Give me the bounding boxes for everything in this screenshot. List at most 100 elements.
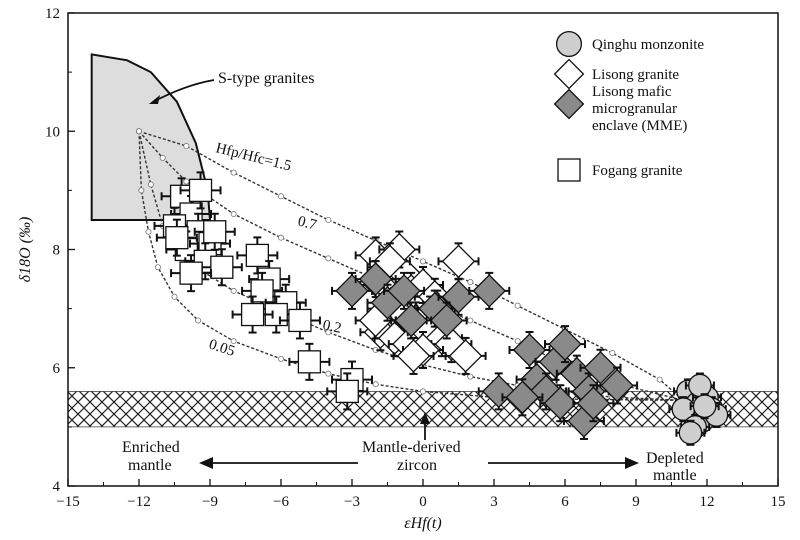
depleted-arrowhead [625, 457, 639, 469]
mixing-curve-node [154, 264, 161, 271]
y-tick-label: 12 [45, 6, 60, 22]
mixing-curve-node [277, 234, 284, 241]
data-points [153, 171, 732, 446]
mixing-curve-node [195, 317, 202, 324]
fogang-granite-point [179, 261, 203, 285]
x-tick-label: 15 [771, 494, 786, 510]
mixing-curve [138, 131, 684, 401]
annotations: S-type granites Enriched mantle Mantle-d… [122, 70, 704, 484]
curve-label-0-05: 0.05 [207, 337, 237, 360]
lisong-granite-point [396, 339, 431, 373]
legend-label-lisong-mafic-microgranular-enclave-mme-: microgranular [592, 101, 677, 117]
s-type-arrowhead [149, 95, 160, 104]
mixing-curve-node [171, 293, 178, 300]
lisong-mme-point [387, 274, 421, 308]
curve-label-0-7: 0.7 [296, 213, 319, 233]
axis-ticks: −15 −12 −9 −6 −3 0 3 6 9 12 15 4 6 8 10 12 [45, 6, 786, 510]
x-tick-label: 3 [490, 494, 498, 510]
lisong-mme-point [583, 350, 618, 385]
lisong-mme-point [335, 274, 369, 308]
mixing-curve-node [419, 388, 426, 395]
x-tick-label: −9 [202, 494, 218, 510]
lisong-granite-point [441, 244, 476, 279]
annotation-mantle-zircon-2: zircon [397, 457, 437, 474]
lisong-mme-point [472, 274, 507, 308]
qinghu-monzonite-point [692, 394, 717, 418]
x-tick-label: 12 [700, 494, 715, 510]
x-axis-title: εHf(t) [404, 515, 441, 532]
mixing-curve-node [656, 376, 663, 383]
lisong-granite-point [448, 339, 483, 373]
mixing-curve-node [609, 349, 616, 356]
legend-label-lisong-granite: Lisong granite [592, 67, 679, 83]
x-tick-label: 6 [561, 494, 569, 510]
annotation-enriched-2: mantle [128, 457, 172, 474]
mixing-curve-node [147, 181, 154, 188]
legend-marker-lisong-mafic-microgranular-enclave-mme- [553, 88, 585, 120]
mixing-curve-node [230, 211, 237, 218]
lisong-mme-point [505, 380, 540, 415]
mixing-curve-node [277, 193, 284, 200]
x-tick-label: −15 [56, 494, 79, 510]
fogang-granite-point [188, 178, 213, 203]
legend-label-fogang-granite: Fogang granite [592, 163, 683, 179]
enriched-arrowhead [199, 457, 213, 469]
mixing-curve-node [419, 258, 426, 265]
mixing-curve-node [467, 317, 474, 324]
y-axis-title: δ18O (‰) [17, 217, 34, 283]
curve-label-1-5: Hfp/Hfc=1.5 [214, 140, 293, 174]
mixing-curve-node [135, 128, 142, 135]
curve-label-0-2: 0.2 [321, 317, 343, 337]
lisong-mme-point [576, 386, 611, 420]
x-tick-label: −12 [127, 494, 150, 510]
fogang-granite-point [203, 220, 227, 244]
annotation-mantle-zircon-1: Mantle-derived [362, 439, 461, 456]
legend-marker-lisong-granite [553, 58, 585, 90]
x-tick-label: −3 [344, 494, 360, 510]
mixing-curve-node [145, 228, 152, 235]
legend-marker-qinghu-monzonite [555, 30, 583, 58]
legend-label-qinghu-monzonite: Qinghu monzonite [592, 37, 704, 53]
mixing-curve-node [159, 154, 166, 161]
mixing-curve-node [514, 302, 521, 309]
mixing-curve-node [230, 338, 237, 345]
annotation-s-type: S-type granites [218, 70, 314, 87]
mixing-curve-node [325, 255, 332, 262]
x-tick-label: 0 [419, 494, 427, 510]
fogang-granite-point [335, 379, 359, 404]
mixing-curve-node [467, 373, 474, 380]
mixing-curve-node [325, 370, 332, 377]
mixing-curve-node [467, 279, 474, 286]
y-tick-label: 4 [53, 479, 61, 495]
lisong-mme-point [481, 374, 516, 409]
mixing-curve-node [138, 187, 145, 194]
mixing-curve-node [514, 338, 521, 345]
fogang-granite-point [240, 302, 265, 327]
legend-label-lisong-mafic-microgranular-enclave-mme-: enclave (MME) [592, 118, 687, 134]
fogang-granite-point [288, 308, 312, 333]
lisong-mme-point [429, 303, 464, 338]
fogang-granite-point [210, 255, 234, 279]
x-tick-label: −6 [273, 494, 289, 510]
lisong-mme-point [600, 368, 634, 403]
y-tick-label: 10 [45, 124, 60, 140]
fogang-granite-point [297, 350, 322, 374]
legend-marker-fogang-granite [557, 158, 581, 182]
qinghu-monzonite-point [678, 420, 703, 445]
lisong-mme-point [543, 386, 578, 420]
mixing-curve-node [372, 381, 379, 388]
fogang-granite-point [165, 226, 189, 250]
mixing-curve-node [183, 143, 190, 150]
y-tick-label: 8 [53, 243, 61, 259]
fogang-granite-point [250, 279, 274, 303]
legend-label-lisong-mafic-microgranular-enclave-mme-: Lisong mafic [592, 84, 672, 100]
mixing-curve-node [325, 216, 332, 223]
fogang-granite-point [245, 243, 269, 268]
lisong-mme-point [394, 303, 428, 338]
lisong-mme-point [512, 333, 547, 367]
zircon-arrowhead [420, 412, 430, 424]
annotation-enriched-1: Enriched [122, 439, 180, 456]
mixing-curve-node [277, 355, 284, 362]
